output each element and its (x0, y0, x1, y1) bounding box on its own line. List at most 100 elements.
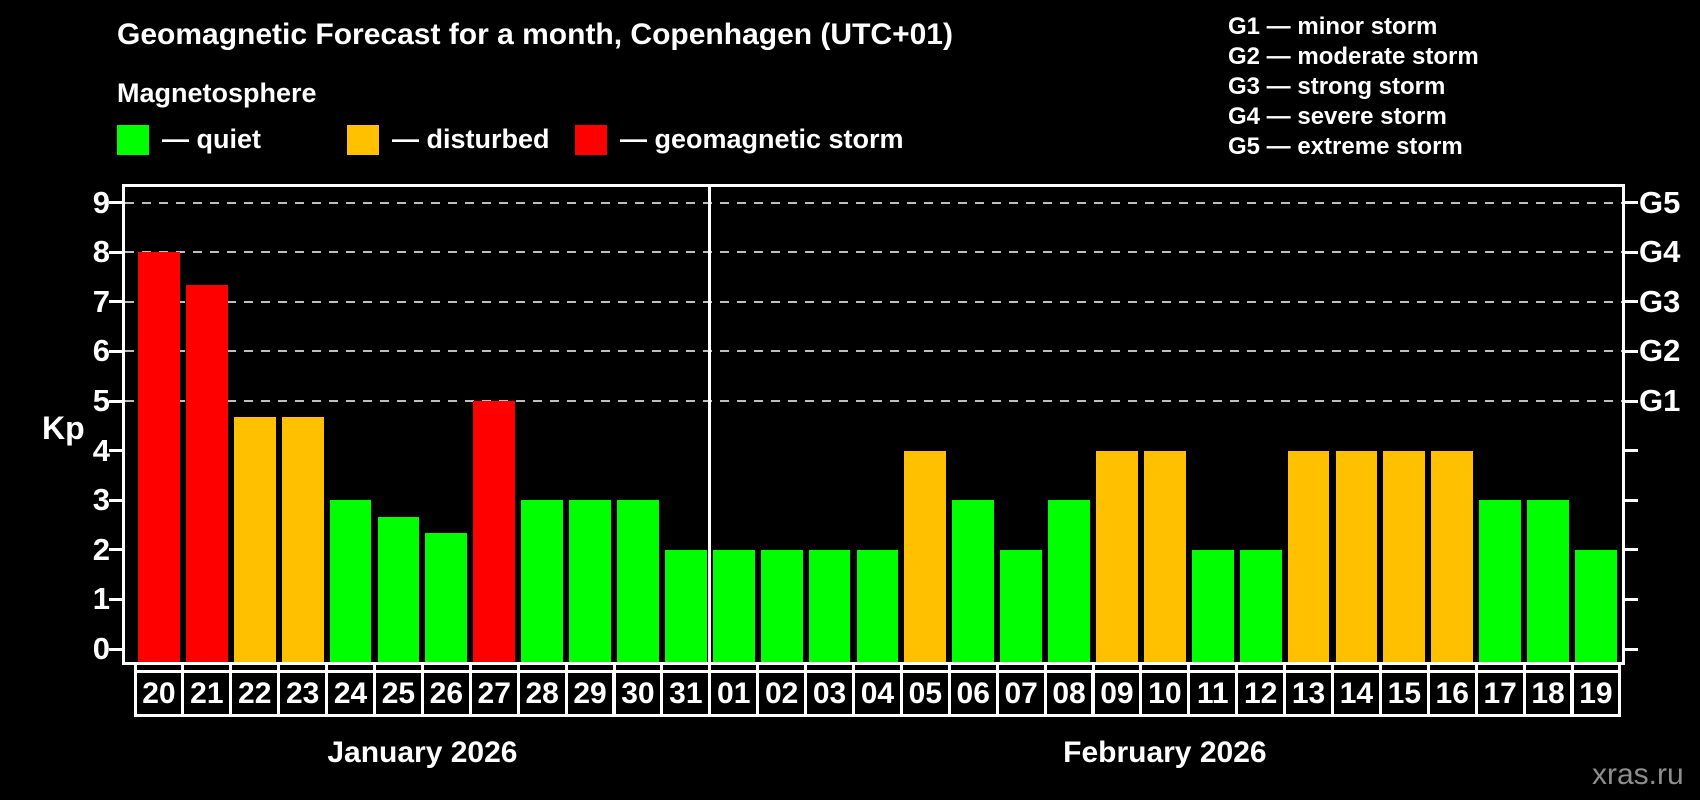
y-axis-tick-label: 8 (92, 234, 110, 270)
x-axis-tick (1618, 664, 1622, 674)
x-axis-tick (995, 664, 999, 674)
x-axis-tick (612, 664, 616, 674)
kp-bar (1287, 450, 1330, 662)
date-cell: 08 (1043, 670, 1095, 717)
g-scale-legend-line: G4 — severe storm (1228, 103, 1447, 130)
g-scale-legend-line: G5 — extreme storm (1228, 133, 1463, 160)
date-cell: 21 (181, 670, 233, 717)
x-axis-ticks (133, 664, 1625, 674)
date-cell: 04 (852, 670, 903, 717)
date-cell: 18 (1522, 670, 1574, 717)
y-axis-title: Kp (42, 410, 85, 446)
x-axis-tick (1522, 664, 1526, 674)
storm-level-gridline (125, 350, 1622, 353)
kp-bar (1048, 500, 1090, 662)
x-axis-tick (133, 664, 137, 674)
kp-bar (1191, 549, 1234, 662)
g-axis-label: G5 (1639, 184, 1681, 220)
kp-bar (712, 549, 755, 662)
month-divider-line (708, 187, 712, 662)
date-cell: 11 (1187, 670, 1239, 717)
x-axis-tick (181, 664, 185, 674)
month-label-february: February 2026 (1063, 736, 1267, 769)
date-cell: 16 (1426, 670, 1478, 717)
kp-bar (569, 500, 611, 662)
date-cell: 30 (612, 670, 664, 717)
x-axis-tick (1139, 664, 1143, 674)
kp-bar (1096, 450, 1138, 662)
axis-tick (109, 349, 122, 353)
date-cell: 17 (1474, 670, 1526, 717)
gridline-layer (125, 187, 1622, 662)
g-axis-label: G2 (1639, 333, 1681, 369)
bars-field (135, 187, 1621, 662)
date-cell: 31 (660, 670, 712, 717)
kp-bar (138, 252, 180, 662)
kp-bar (425, 533, 468, 662)
y-axis-tick-label: 3 (92, 482, 110, 518)
x-axis-tick (373, 664, 376, 674)
date-cell: 28 (516, 670, 568, 717)
plot-area (122, 184, 1625, 665)
date-cell: 14 (1331, 670, 1382, 717)
date-cell: 20 (133, 670, 185, 717)
date-cell: 05 (899, 670, 951, 717)
g-scale-legend: G1 — minor storm G2 — moderate storm G3 … (1228, 12, 1479, 162)
kp-bar (760, 549, 803, 662)
x-axis-tick (1043, 664, 1047, 674)
date-cell: 03 (804, 670, 855, 717)
x-axis-tick (1331, 664, 1334, 674)
y-axis-tick-label: 2 (92, 531, 110, 567)
g-scale-legend-line: G2 — moderate storm (1228, 43, 1479, 70)
x-axis-tick (899, 664, 903, 674)
date-axis: 20 21 22 23 24 25 26 27 28 29 30 31 01 02 03 04 05 06 07 08… (133, 670, 1630, 717)
date-cell: 24 (325, 670, 376, 717)
axis-tick (109, 300, 122, 304)
x-axis-tick (325, 664, 329, 674)
condition-legend: — quiet — disturbed — geomagnetic storm (0, 124, 1100, 160)
kp-bar (1527, 500, 1569, 662)
x-axis-tick (947, 664, 951, 674)
kp-bar (856, 549, 899, 662)
axis-tick (109, 548, 122, 552)
quiet-color-swatch (117, 124, 149, 155)
storm-color-swatch (575, 124, 607, 155)
x-axis-tick (1283, 664, 1287, 674)
kp-bar (1335, 450, 1378, 662)
g-axis-labels: G1 G2 G3 G4 G5 (1639, 184, 1700, 665)
g-axis-label: G4 (1639, 234, 1681, 270)
legend-item-storm: — geomagnetic storm (575, 124, 904, 155)
axis-tick (1624, 349, 1638, 353)
month-label-january: January 2026 (327, 736, 518, 769)
kp-bar (1000, 549, 1043, 662)
x-axis-tick (1378, 664, 1382, 674)
date-cell: 10 (1139, 670, 1191, 717)
g-scale-legend-line: G3 — strong storm (1228, 73, 1446, 100)
axis-tick (1624, 647, 1638, 651)
y-axis-ticks-left (109, 184, 122, 665)
y-axis-ticks-right (1624, 184, 1638, 665)
kp-bar (1239, 549, 1282, 662)
x-axis-tick (229, 664, 233, 674)
y-axis-tick-label: 9 (92, 184, 110, 220)
y-axis-tick-label: 7 (92, 283, 110, 319)
x-axis-tick (468, 664, 472, 674)
x-axis-tick (1426, 664, 1430, 674)
x-axis-tick (804, 664, 808, 674)
date-cell: 12 (1235, 670, 1287, 717)
axis-tick (109, 250, 122, 254)
legend-label-disturbed: — disturbed (392, 124, 550, 154)
kp-bar (233, 417, 276, 662)
date-cell: 27 (468, 670, 520, 717)
axis-tick (109, 399, 122, 403)
date-cell: 25 (373, 670, 424, 717)
legend-item-disturbed: — disturbed (347, 124, 550, 155)
chart-title: Geomagnetic Forecast for a month, Copenh… (117, 18, 953, 51)
site-watermark: xras.ru (1592, 758, 1684, 791)
date-cell: 02 (756, 670, 808, 717)
storm-level-gridline (125, 300, 1622, 303)
date-cell: 01 (708, 670, 760, 717)
disturbed-color-swatch (347, 124, 379, 155)
storm-level-gridline (125, 201, 1622, 204)
chart-subtitle: Magnetosphere (117, 78, 317, 108)
